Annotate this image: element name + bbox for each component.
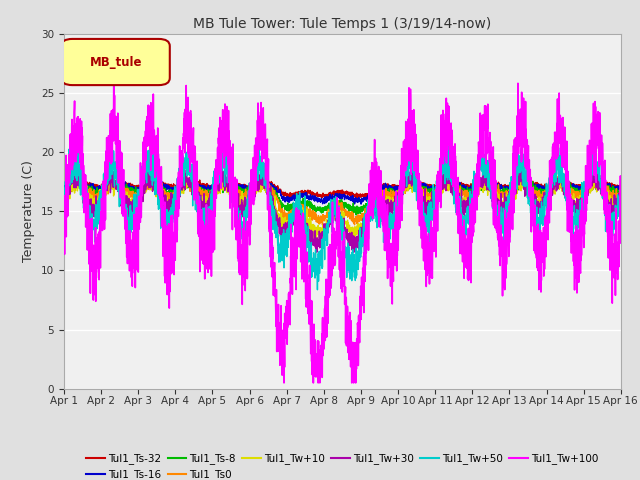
Text: MB_tule: MB_tule — [90, 56, 142, 69]
Title: MB Tule Tower: Tule Temps 1 (3/19/14-now): MB Tule Tower: Tule Temps 1 (3/19/14-now… — [193, 17, 492, 31]
Y-axis label: Temperature (C): Temperature (C) — [22, 160, 35, 262]
Legend: Tul1_Ts-32, Tul1_Ts-16, Tul1_Ts-8, Tul1_Ts0, Tul1_Tw+10, Tul1_Tw+30, Tul1_Tw+50,: Tul1_Ts-32, Tul1_Ts-16, Tul1_Ts-8, Tul1_… — [82, 449, 603, 480]
FancyBboxPatch shape — [61, 39, 170, 85]
